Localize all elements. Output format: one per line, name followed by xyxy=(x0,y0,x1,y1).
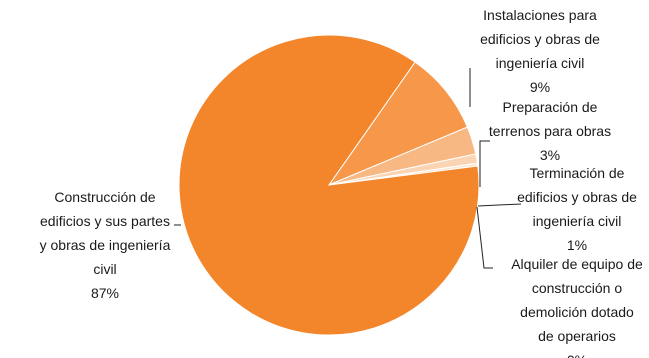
category-label-line: Construcción de xyxy=(54,189,155,205)
category-label-line: edificios y sus partes xyxy=(40,213,170,229)
percent-label: 9% xyxy=(530,79,550,95)
category-label-line: Preparación de xyxy=(503,99,598,115)
data-label-preparacion-de: Preparación de terrenos para obras 3% xyxy=(489,99,611,163)
percent-label: 87% xyxy=(91,285,119,301)
category-label-line: terrenos para obras xyxy=(489,123,611,139)
category-label-line: demolición dotado xyxy=(520,304,634,320)
category-label-line: Instalaciones para xyxy=(483,7,597,23)
percent-label: 3% xyxy=(540,147,560,163)
category-label-line: y obras de ingeniería xyxy=(40,237,171,253)
data-label-alquiler-de-equipo-de: Alquiler de equipo de construcción o demol… xyxy=(511,256,643,358)
leader-line-terminacion-de xyxy=(477,203,522,207)
category-label-line: Terminación de xyxy=(530,165,625,181)
percent-label: 0% xyxy=(567,352,587,358)
percent-label: 1% xyxy=(567,237,587,253)
data-label-instalaciones-para: Instalaciones para edificios y obras de in… xyxy=(480,7,600,95)
category-label-line: ingeniería civil xyxy=(533,213,622,229)
data-label-construccion-de: Construcción de edificios y sus partes y o… xyxy=(40,189,171,301)
category-label-line: construcción o xyxy=(532,280,622,296)
data-label-terminacion-de: Terminación de edificios y obras de ingeni… xyxy=(517,165,637,253)
category-label-line: edificios y obras de xyxy=(517,189,637,205)
category-label-line: Alquiler de equipo de xyxy=(511,256,643,272)
category-label-line: edificios y obras de xyxy=(480,31,600,47)
leader-line-alquiler-de-equipo-de xyxy=(476,206,493,269)
category-label-line: de operarios xyxy=(538,328,616,344)
category-label-line: ingeniería civil xyxy=(496,55,585,71)
leader-line-preparacion-de xyxy=(479,140,490,187)
category-label-line: civil xyxy=(93,261,116,277)
pie-slice-construccion-de xyxy=(178,34,480,336)
pie-slice-instalaciones-para xyxy=(327,61,469,187)
